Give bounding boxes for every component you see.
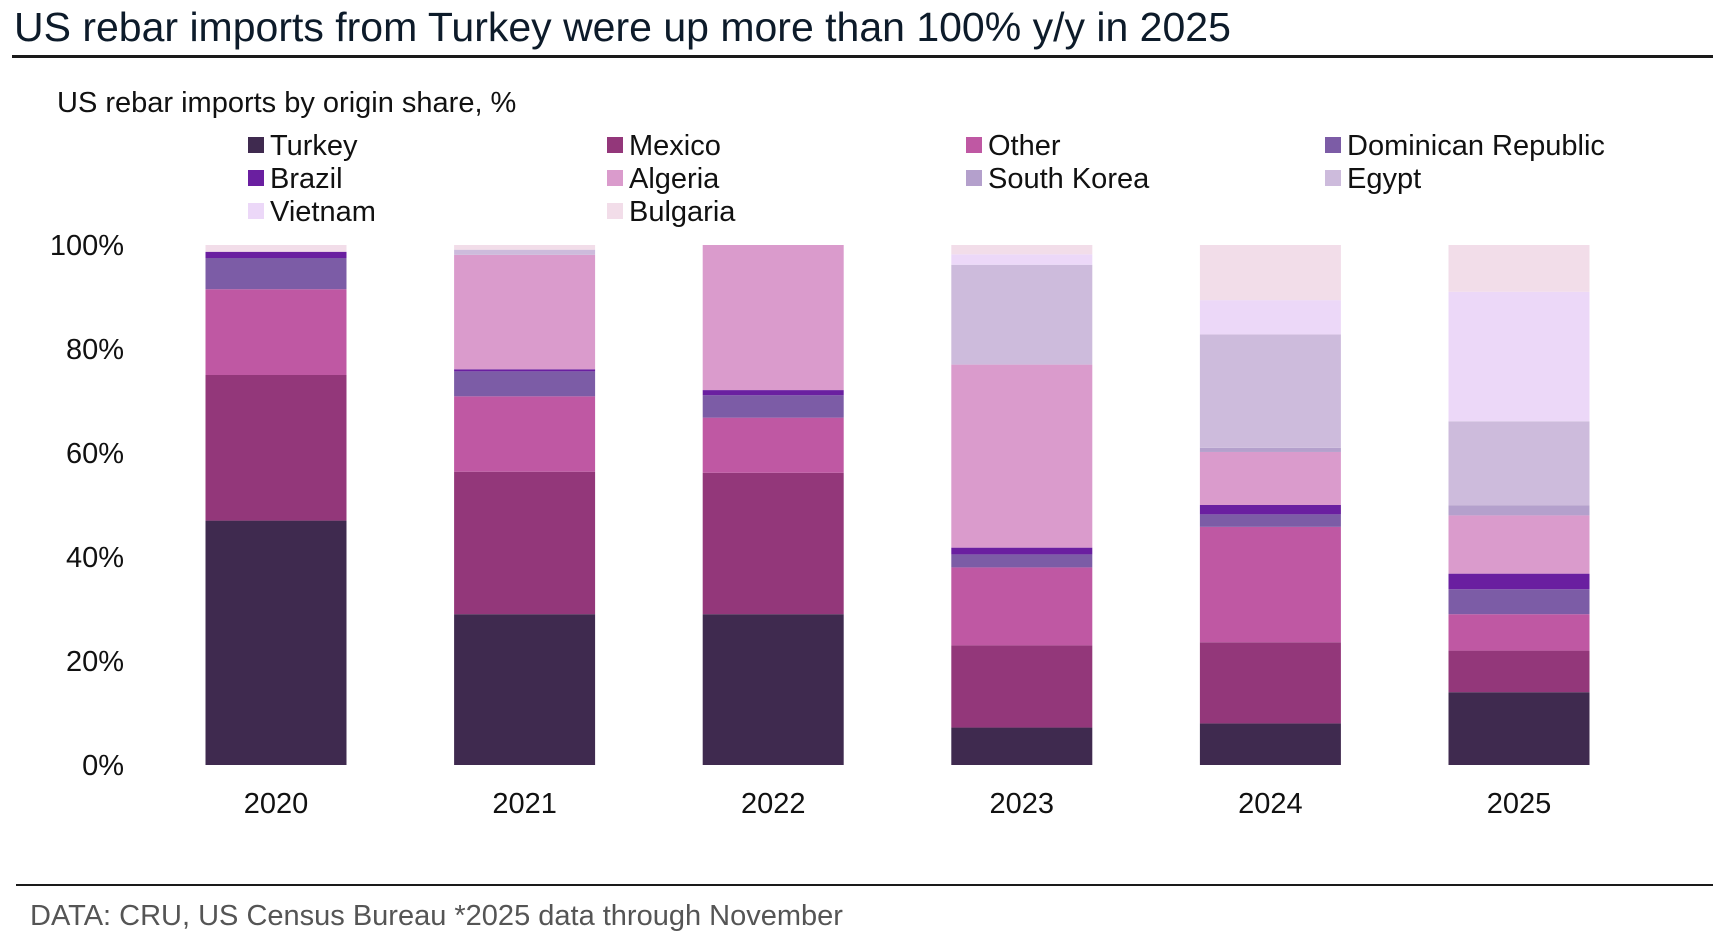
bar-segment-2024-bulgaria — [1199, 245, 1341, 301]
bar-segment-2023-vietnam — [951, 254, 1093, 265]
bar-segment-2024-other — [1199, 526, 1341, 643]
bar-segment-2023-algeria — [951, 364, 1093, 548]
bar-segment-2025-egypt — [1448, 421, 1590, 506]
legend-swatch-egypt — [1325, 170, 1341, 186]
bar-segment-2023-turkey — [951, 727, 1093, 765]
bar-segment-2024-mexico — [1199, 642, 1341, 724]
legend-swatch-mexico — [607, 137, 623, 153]
x-tick-label-2021: 2021 — [492, 788, 557, 820]
y-tick-label-60: 60% — [66, 438, 124, 470]
bar-segment-2020-turkey — [205, 520, 347, 765]
bar-segment-2020-mexico — [205, 375, 347, 521]
legend-swatch-other — [966, 137, 982, 153]
y-tick-label-40: 40% — [66, 542, 124, 574]
bar-segment-2025-dominican-republic — [1448, 589, 1590, 615]
bar-segment-2021-bulgaria — [454, 245, 596, 250]
legend-label-turkey: Turkey — [270, 130, 358, 162]
bar-segment-2025-turkey — [1448, 692, 1590, 765]
y-axis: 0% 20% 40% 60% 80% 100% — [50, 230, 124, 782]
bar-segment-2022-mexico — [702, 472, 844, 615]
bar-segment-2025-mexico — [1448, 650, 1590, 693]
bar-segment-2022-turkey — [702, 614, 844, 765]
legend-swatch-turkey — [248, 137, 264, 153]
bar-segment-2023-bulgaria — [951, 245, 1093, 255]
bars — [205, 245, 1590, 765]
bar-segment-2024-turkey — [1199, 723, 1341, 765]
legend-label-egypt: Egypt — [1347, 163, 1421, 195]
legend-swatch-algeria — [607, 170, 623, 186]
bar-segment-2020-brazil — [205, 251, 347, 258]
x-tick-label-2025: 2025 — [1487, 788, 1552, 820]
x-tick-label-2024: 2024 — [1238, 788, 1303, 820]
stacked-bar-chart: US rebar imports by origin share, % Turk… — [50, 87, 1605, 820]
bar-segment-2024-algeria — [1199, 451, 1341, 505]
legend-label-algeria: Algeria — [629, 163, 720, 195]
bar-segment-2020-bulgaria — [205, 245, 347, 252]
y-tick-label-80: 80% — [66, 334, 124, 366]
footer-divider — [16, 884, 1713, 886]
legend-label-mexico: Mexico — [629, 130, 721, 162]
bar-segment-2024-south-korea — [1199, 447, 1341, 452]
legend-label-south-korea: South Korea — [988, 163, 1150, 195]
legend-swatch-dominican-republic — [1325, 137, 1341, 153]
legend-label-dominican-republic: Dominican Republic — [1347, 130, 1605, 162]
bar-segment-2025-south-korea — [1448, 505, 1590, 516]
headline: US rebar imports from Turkey were up mor… — [14, 4, 1231, 50]
legend-swatch-south-korea — [966, 170, 982, 186]
y-tick-label-100: 100% — [50, 230, 124, 262]
bar-segment-2021-egypt — [454, 249, 596, 255]
bar-segment-2024-brazil — [1199, 505, 1341, 515]
bar-segment-2023-other — [951, 567, 1093, 646]
y-tick-label-20: 20% — [66, 646, 124, 678]
bar-segment-2021-turkey — [454, 614, 596, 765]
bar-segment-2021-dominican-republic — [454, 371, 596, 397]
bar-segment-2025-brazil — [1448, 573, 1590, 590]
bar-segment-2025-other — [1448, 614, 1590, 651]
legend-swatch-bulgaria — [607, 203, 623, 219]
source-note: DATA: CRU, US Census Bureau *2025 data t… — [30, 900, 843, 932]
x-axis: 2020 2021 2022 2023 2024 2025 — [244, 788, 1552, 820]
bar-segment-2025-vietnam — [1448, 291, 1590, 422]
y-tick-label-0: 0% — [82, 750, 124, 782]
headline-divider — [12, 55, 1713, 58]
legend-label-brazil: Brazil — [270, 163, 343, 195]
bar-segment-2024-egypt — [1199, 334, 1341, 448]
chart-legend: Turkey Mexico Other Dominican Republic Brazi… — [248, 130, 1605, 228]
bar-segment-2021-brazil — [454, 369, 596, 372]
bar-segment-2021-mexico — [454, 471, 596, 615]
legend-swatch-brazil — [248, 170, 264, 186]
x-tick-label-2020: 2020 — [244, 788, 309, 820]
bar-segment-2021-algeria — [454, 254, 596, 370]
legend-label-other: Other — [988, 130, 1061, 162]
bar-segment-2023-brazil — [951, 547, 1093, 555]
bar-segment-2021-other — [454, 396, 596, 472]
bar-segment-2025-bulgaria — [1448, 245, 1590, 292]
legend-swatch-vietnam — [248, 203, 264, 219]
bar-segment-2022-other — [702, 417, 844, 473]
bar-segment-2022-algeria — [702, 245, 844, 391]
x-tick-label-2023: 2023 — [990, 788, 1055, 820]
chart-title: US rebar imports by origin share, % — [57, 87, 516, 119]
bar-segment-2023-mexico — [951, 645, 1093, 728]
bar-segment-2020-dominican-republic — [205, 258, 347, 290]
legend-label-vietnam: Vietnam — [270, 196, 376, 228]
bar-segment-2020-other — [205, 289, 347, 375]
bar-segment-2024-vietnam — [1199, 300, 1341, 335]
bar-segment-2023-egypt — [951, 264, 1093, 365]
legend-label-bulgaria: Bulgaria — [629, 196, 736, 228]
bar-segment-2023-dominican-republic — [951, 554, 1093, 568]
bar-segment-2022-dominican-republic — [702, 395, 844, 418]
bar-segment-2022-brazil — [702, 390, 844, 396]
bar-segment-2024-dominican-republic — [1199, 514, 1341, 527]
bar-segment-2025-algeria — [1448, 515, 1590, 574]
x-tick-label-2022: 2022 — [741, 788, 806, 820]
